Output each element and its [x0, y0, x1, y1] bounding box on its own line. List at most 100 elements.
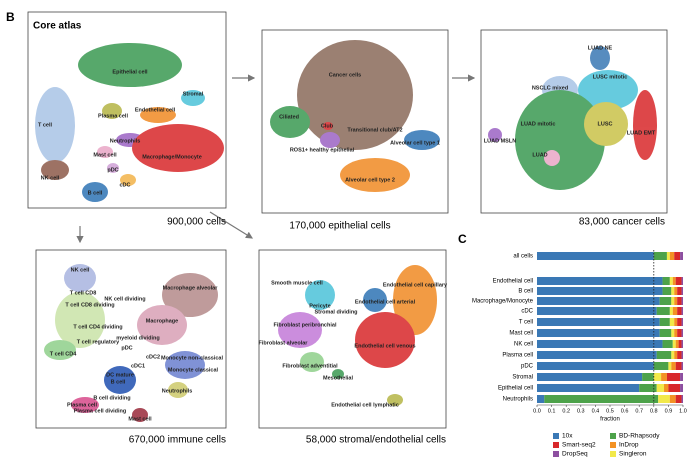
- cluster-label: Endothelial cell lymphatic: [331, 402, 399, 408]
- cluster: [305, 280, 335, 310]
- bar-segment: [672, 340, 676, 348]
- cluster: [270, 106, 310, 138]
- cluster-label: Alveolar cell type 2: [345, 177, 395, 183]
- y-tick-label: Plasma cell: [502, 353, 533, 359]
- cluster-label: Ciliated: [279, 114, 299, 120]
- legend-label: InDrop: [619, 442, 639, 449]
- cluster-label: Monocyte non-classical: [161, 355, 224, 361]
- bar-segment: [537, 329, 660, 337]
- cluster-label: Endothelial cell arterial: [355, 299, 416, 305]
- cluster-label: Fibroblast adventitial: [282, 363, 338, 369]
- bar-segment: [681, 395, 683, 403]
- cluster: [107, 163, 119, 173]
- bar-segment: [677, 307, 682, 315]
- bar-segment: [681, 287, 683, 295]
- x-tick-label: 0.3: [577, 408, 585, 414]
- cluster: [35, 87, 75, 163]
- cluster-label: Endothelial cell: [135, 107, 176, 113]
- bar-segment: [671, 297, 675, 305]
- cluster: [162, 273, 218, 317]
- cluster: [278, 312, 322, 348]
- panel-caption: 170,000 epithelial cells: [289, 221, 390, 232]
- bar-segment: [680, 252, 683, 260]
- cluster-label: LUAD NE: [588, 45, 613, 51]
- cluster-label: Macrophage: [146, 318, 178, 324]
- cluster-label: DC mature: [106, 372, 134, 378]
- cluster-label: NK cell: [71, 267, 90, 273]
- legend-swatch: [610, 433, 616, 439]
- bar-segment: [656, 307, 670, 315]
- cluster: [578, 70, 638, 110]
- cluster-label: Neutrophils: [110, 138, 141, 144]
- cluster: [633, 90, 657, 160]
- cluster-label: LUAD MSLN: [484, 138, 516, 144]
- x-tick-label: 0.1: [548, 408, 556, 414]
- cluster: [363, 288, 387, 312]
- legend-label: DropSeq: [562, 451, 588, 458]
- bar-segment: [666, 252, 670, 260]
- cluster-label: Fibroblast peribronchial: [274, 322, 337, 328]
- cluster-label: T cell CD4: [50, 351, 78, 357]
- bar-segment: [681, 307, 683, 315]
- cluster: [120, 174, 136, 186]
- bar-segment: [537, 318, 660, 326]
- cluster: [300, 352, 324, 372]
- cluster: [297, 40, 413, 150]
- cluster: [332, 369, 344, 379]
- cluster: [104, 366, 136, 394]
- bar-segment: [656, 351, 672, 359]
- cluster-label: B cell dividing: [93, 395, 130, 401]
- cluster: [132, 124, 224, 172]
- bar-segment: [671, 351, 675, 359]
- panel-caption: 83,000 cancer cells: [579, 217, 665, 228]
- cluster-label: cDC2: [146, 354, 160, 360]
- bar-segment: [537, 373, 643, 381]
- y-tick-label: Neutrophils: [503, 397, 533, 403]
- cluster-label: Cancer cells: [329, 72, 361, 78]
- cluster: [132, 408, 148, 422]
- bar-segment: [674, 318, 678, 326]
- y-tick-label: pDC: [521, 364, 534, 370]
- bar-segment: [666, 373, 681, 381]
- x-tick-label: 0.9: [665, 408, 673, 414]
- cluster-label: T cell CD8: [70, 290, 97, 296]
- bar-segment: [659, 297, 672, 305]
- legend-label: BD-Rhapsody: [619, 433, 660, 440]
- cluster-label: Monocyte classical: [168, 367, 219, 373]
- bar-segment: [537, 287, 663, 295]
- y-tick-label: T cell: [519, 320, 533, 326]
- bar-segment: [678, 340, 682, 348]
- bar-segment: [671, 329, 675, 337]
- bar-segment: [537, 351, 657, 359]
- cluster: [82, 182, 108, 202]
- legend-label: 10x: [562, 433, 573, 440]
- bar-segment: [675, 395, 682, 403]
- cluster: [137, 305, 187, 345]
- cluster-label: Mast cell: [128, 416, 152, 422]
- bar-segment: [537, 277, 663, 285]
- x-tick-label: 1.0: [679, 408, 687, 414]
- bar-segment: [674, 297, 678, 305]
- bar-segment: [677, 318, 682, 326]
- bar-segment: [668, 362, 672, 370]
- cluster-label: LUAD: [532, 152, 547, 158]
- cluster-label: Plasma cell: [98, 113, 128, 119]
- cluster-label: Smooth muscle cell: [271, 280, 323, 286]
- x-tick-label: 0.2: [562, 408, 570, 414]
- legend-swatch: [553, 451, 559, 457]
- bar-segment: [675, 277, 682, 285]
- bar-segment: [664, 384, 669, 392]
- bar-segment: [662, 287, 672, 295]
- bar-segment: [681, 277, 683, 285]
- cluster-label: myeloid dividing: [116, 335, 159, 341]
- cluster-label: Endothelial cell capillary: [383, 282, 448, 288]
- cluster: [71, 397, 99, 413]
- cluster-label: Epithelial cell: [112, 69, 148, 75]
- bar-segment: [681, 318, 683, 326]
- bar-segment: [674, 351, 678, 359]
- legend-label: Singleron: [619, 451, 647, 458]
- cluster: [78, 43, 182, 87]
- y-tick-label: Macrophage/Monocyte: [472, 299, 534, 305]
- bar-segment: [681, 329, 683, 337]
- bar-segment: [680, 384, 683, 392]
